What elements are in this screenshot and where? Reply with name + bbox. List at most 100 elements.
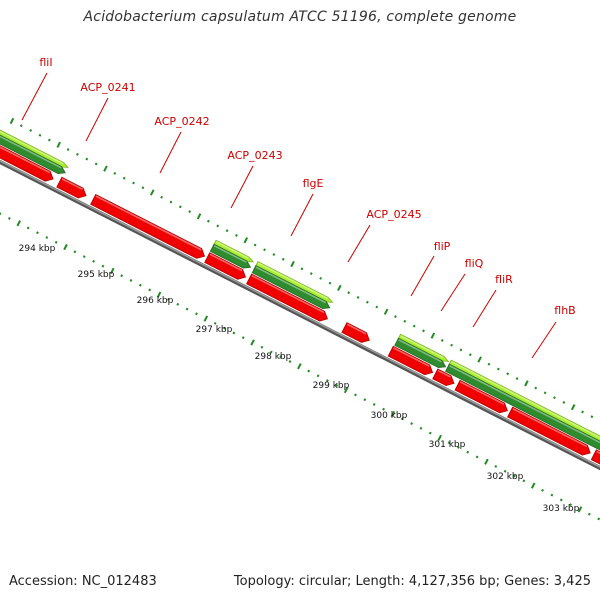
outer-minor-tick <box>29 129 33 132</box>
inner-major-tick <box>250 339 255 346</box>
scale-label: 302 kbp <box>487 472 524 482</box>
cds-arrow[interactable] <box>432 368 455 387</box>
scale-labels: 294 kbp 295 kbp 296 kbp 297 kbp 298 kbp 299 k… <box>19 244 580 514</box>
gene-arrow[interactable] <box>445 363 600 458</box>
inner-minor-tick <box>241 336 245 340</box>
gene-callout[interactable]: ACP_0242 <box>154 115 210 174</box>
inner-minor-tick <box>354 393 357 397</box>
gene-callout[interactable]: ACP_0245 <box>347 208 422 263</box>
cds-arrow[interactable] <box>246 273 328 322</box>
outer-minor-tick <box>76 152 79 156</box>
gene-label: ACP_0243 <box>227 149 282 162</box>
gene-arrow[interactable] <box>209 243 252 269</box>
outer-minor-tick <box>366 300 369 304</box>
scale-label: 294 kbp <box>19 244 56 254</box>
inner-minor-tick <box>279 355 283 359</box>
inner-minor-tick <box>7 216 11 220</box>
inner-minor-tick <box>120 274 124 278</box>
inner-minor-tick <box>419 426 423 430</box>
callout-leader <box>347 224 371 263</box>
inner-major-tick <box>203 315 209 322</box>
gene-callout[interactable]: ACP_0241 <box>80 81 136 142</box>
gene-arrow[interactable] <box>0 132 66 175</box>
inner-minor-tick <box>456 445 460 449</box>
cds-arrow[interactable] <box>507 406 591 456</box>
inner-minor-tick <box>550 493 554 497</box>
outer-minor-tick <box>85 157 89 161</box>
inner-major-tick <box>390 410 396 418</box>
gene-light-bar[interactable] <box>0 128 69 168</box>
outer-major-tick <box>243 237 249 244</box>
gene-callout[interactable]: fliP <box>410 240 451 297</box>
inner-minor-tick <box>382 407 385 411</box>
gene-callout[interactable]: fliR <box>472 273 513 328</box>
gene-label: fliQ <box>465 257 484 270</box>
outer-minor-tick <box>38 133 42 137</box>
cds-arrow[interactable] <box>90 193 206 259</box>
inner-minor-tick <box>232 331 236 335</box>
outer-minor-tick <box>132 181 135 185</box>
inner-minor-tick <box>559 498 563 502</box>
gene-label: fliP <box>434 240 451 253</box>
outer-major-tick <box>570 404 576 411</box>
inner-minor-tick <box>288 360 292 363</box>
gene-label: flgE <box>303 177 324 190</box>
gene-callout[interactable]: fliI <box>21 56 53 121</box>
outer-major-tick <box>430 332 436 339</box>
outer-major-tick <box>337 284 342 292</box>
cds-arrow[interactable] <box>341 322 370 343</box>
cds-arrow[interactable] <box>56 176 87 199</box>
inner-minor-tick <box>335 383 339 387</box>
inner-major-tick <box>156 291 162 298</box>
cds-arrow[interactable] <box>387 345 434 376</box>
inner-major-tick <box>297 363 302 370</box>
cds-arrow[interactable] <box>454 379 508 414</box>
inner-minor-tick <box>466 450 470 454</box>
inner-major-tick <box>343 387 349 394</box>
callout-leader <box>85 97 109 142</box>
inner-minor-tick <box>148 288 152 292</box>
backbone-line <box>0 159 600 471</box>
inner-minor-tick <box>0 212 2 216</box>
cds-arrow[interactable] <box>0 140 54 182</box>
outer-minor-tick <box>94 162 98 166</box>
outer-major-tick <box>150 189 155 196</box>
scale-label: 300 kbp <box>371 411 408 421</box>
inner-minor-tick <box>260 345 264 349</box>
inner-minor-tick <box>223 326 226 330</box>
outer-major-tick <box>524 380 529 387</box>
inner-minor-tick <box>326 379 329 383</box>
inner-minor-tick <box>138 283 142 287</box>
outer-minor-tick <box>515 377 519 380</box>
inner-minor-tick <box>428 431 432 435</box>
outer-minor-tick <box>281 257 285 261</box>
gene-callout[interactable]: flhB <box>531 304 576 359</box>
gene-label: flhB <box>554 304 575 317</box>
callout-leader <box>290 193 314 237</box>
scale-label: 301 kbp <box>429 440 466 450</box>
backbone-highlight <box>0 160 600 468</box>
inner-minor-tick <box>316 374 320 378</box>
outer-minor-tick <box>496 367 500 371</box>
genome-summary-text: Topology: circular; Length: 4,127,356 bp… <box>233 574 591 589</box>
inner-minor-tick <box>363 398 367 402</box>
inner-minor-tick <box>92 259 95 263</box>
gene-arrow[interactable] <box>394 337 447 369</box>
gene-callout[interactable]: flgE <box>290 177 324 237</box>
gene-callout[interactable]: ACP_0243 <box>227 149 283 209</box>
inner-major-tick <box>16 220 21 227</box>
inner-minor-tick <box>541 488 544 492</box>
outer-minor-tick <box>581 410 584 414</box>
outer-minor-tick <box>468 353 472 357</box>
gene-arrow[interactable] <box>251 265 331 309</box>
cds-arrow[interactable] <box>204 252 247 280</box>
outer-minor-tick <box>235 234 238 237</box>
inner-minor-tick <box>513 474 516 478</box>
outer-minor-tick <box>422 329 425 333</box>
gene-label: fliR <box>495 273 513 286</box>
gene-callout[interactable]: fliQ <box>440 257 484 312</box>
cds-arrow[interactable] <box>590 449 600 483</box>
callout-leader <box>440 273 466 312</box>
inner-minor-tick <box>503 469 507 473</box>
outer-minor-tick <box>160 195 164 199</box>
